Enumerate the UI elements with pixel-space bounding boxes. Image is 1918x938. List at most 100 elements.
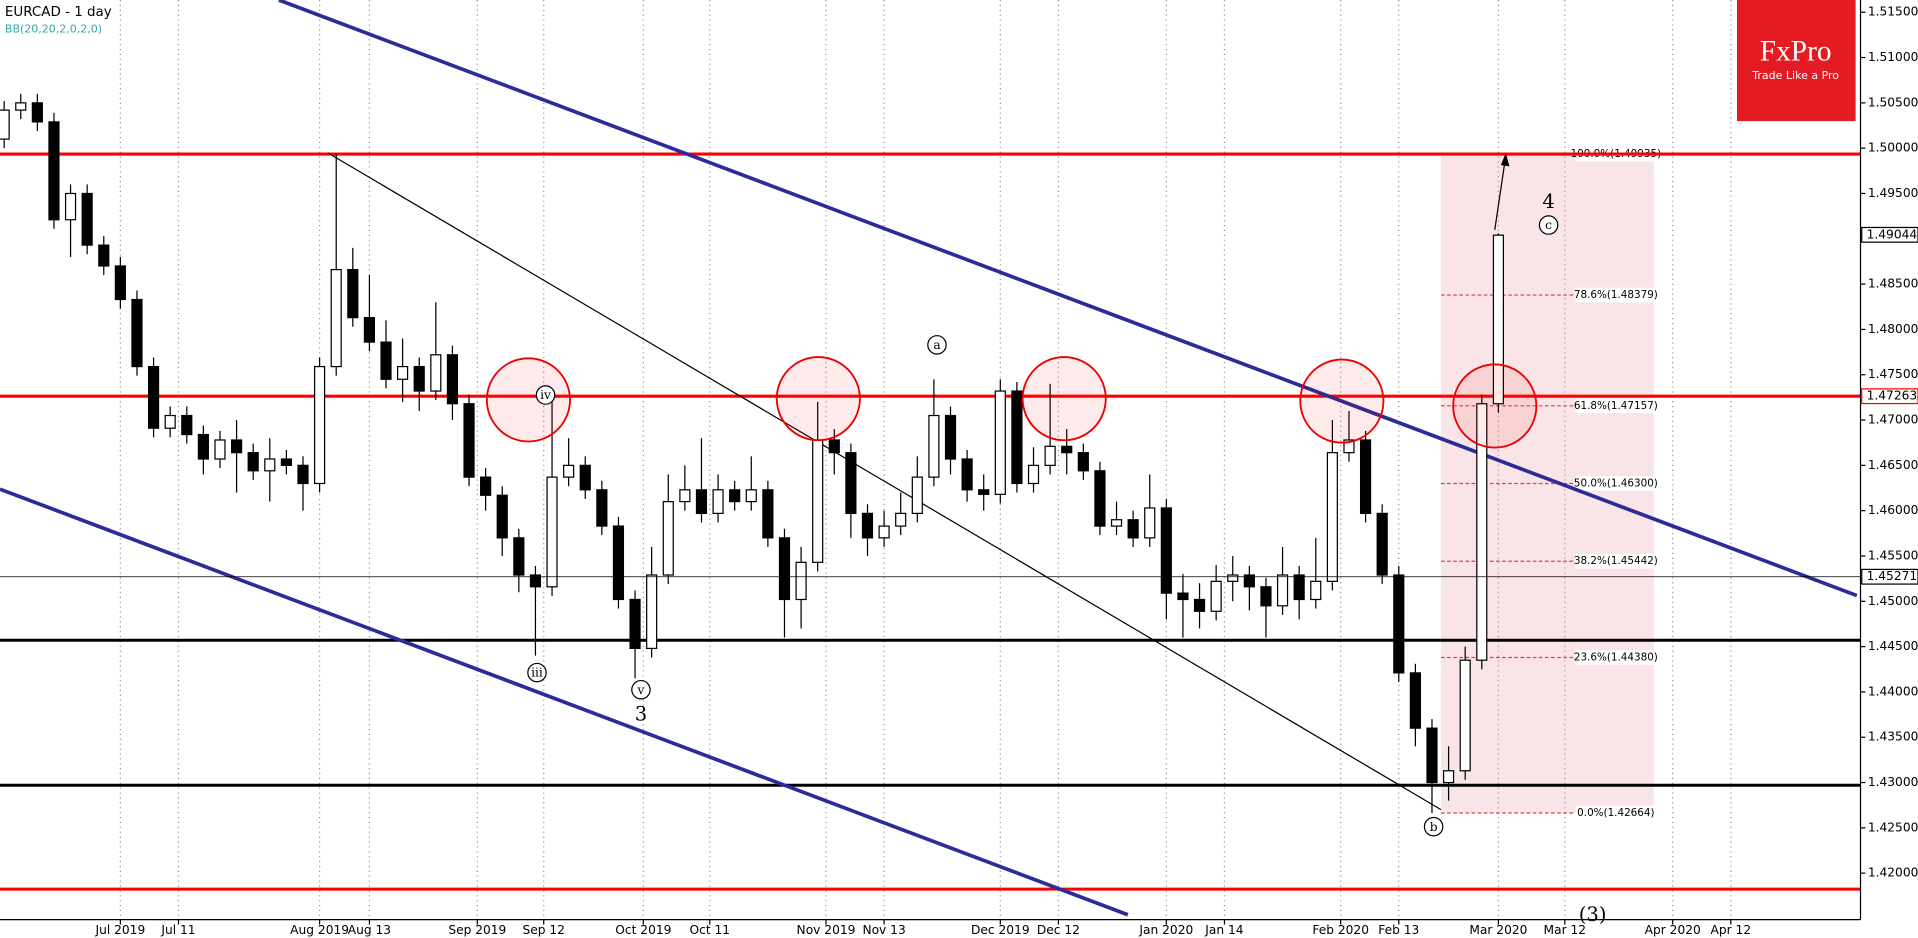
wave-circle: [631, 679, 651, 700]
x-tick-label: Dec 2019: [971, 923, 1030, 937]
y-tick-label: 1.51000: [1868, 50, 1918, 64]
candle-body: [546, 476, 558, 588]
candle-body: [247, 452, 259, 472]
x-tick-label: Feb 2020: [1312, 923, 1369, 937]
y-tick-label: 1.45500: [1868, 548, 1918, 562]
y-tick-label: 1.47000: [1868, 413, 1918, 427]
x-tick-label: Mar 2020: [1469, 923, 1527, 937]
fibonacci: 100.0%(1.49935)78.6%(1.48379)61.8%(1.471…: [1440, 146, 1661, 821]
x-tick-label: Oct 11: [689, 923, 730, 937]
x-tick-label: Nov 2019: [797, 923, 856, 937]
candle-body: [15, 102, 27, 111]
x-tick-label: Jul 2019: [94, 923, 145, 937]
candle-body: [1326, 452, 1338, 582]
candle-body: [1393, 574, 1405, 674]
wave-label: b: [1430, 820, 1438, 834]
candle-body: [197, 433, 209, 460]
wave-label: iv: [540, 388, 551, 402]
y-tick-label: 1.50500: [1868, 95, 1918, 109]
wave-label: iii: [531, 666, 543, 680]
candle-body: [1293, 574, 1305, 601]
highlight-circle: [1452, 363, 1538, 449]
arrow-line: [1494, 163, 1506, 231]
indicator-label: BB(20,20,2,0,2,0): [5, 22, 102, 35]
channel-lower: [0, 487, 1129, 917]
candle-body: [496, 494, 508, 539]
x-tick-label: Jul 11: [160, 923, 195, 937]
candle-body: [845, 452, 857, 514]
candle-body: [1359, 439, 1372, 514]
candle-body: [812, 439, 824, 563]
candle-body: [1044, 445, 1056, 466]
x-tick-label: Jan 2020: [1138, 923, 1193, 937]
candles: [0, 93, 1504, 813]
fib-label-box: [1575, 287, 1657, 303]
highlight-circle: [1299, 358, 1385, 444]
candle-body: [446, 354, 459, 405]
candle-body: [1260, 586, 1272, 607]
candle-body: [828, 439, 840, 454]
candle-body: [729, 489, 741, 503]
candle-body: [131, 298, 143, 368]
candle-body: [745, 489, 757, 503]
fib-label: 23.6%(1.44380): [1574, 651, 1658, 663]
price-tag-label: 1.45271: [1867, 569, 1918, 583]
candle-body: [1310, 580, 1322, 601]
candle-body: [1077, 452, 1089, 472]
logo-box: [1736, 0, 1856, 122]
x-tick-label: Sep 2019: [448, 923, 506, 937]
arrow-head: [1500, 152, 1510, 167]
candle-body: [380, 341, 392, 380]
y-tick-label: 1.48000: [1868, 322, 1918, 336]
y-tick-label: 1.43000: [1868, 775, 1918, 789]
fib-label: 50.0%(1.46300): [1574, 477, 1658, 489]
candle-body: [1492, 234, 1504, 405]
candle-body: [413, 365, 425, 392]
y-tick-label: 1.44000: [1868, 684, 1918, 698]
candle-body: [297, 464, 309, 485]
candle-body: [911, 476, 923, 514]
candle-body: [978, 489, 990, 495]
fib-label-box: [1575, 553, 1657, 569]
candle-body: [579, 464, 591, 491]
candle-body: [928, 414, 940, 478]
wave-label: 4: [1542, 190, 1554, 213]
x-tick-label: Oct 2019: [615, 923, 671, 937]
trend-lines: [0, 0, 1858, 917]
candle-body: [480, 476, 492, 496]
candle-body: [513, 537, 525, 576]
candle-body: [629, 598, 641, 650]
y-tick-label: 1.46500: [1868, 458, 1918, 472]
y-tick-label: 1.47500: [1868, 367, 1918, 381]
y-tick-label: 1.51500: [1868, 5, 1918, 19]
candle-body: [330, 268, 342, 368]
candle-body: [1144, 507, 1156, 539]
x-tick-label: Dec 12: [1037, 923, 1080, 937]
candle-body: [1127, 519, 1139, 539]
candle-body: [147, 365, 160, 429]
x-tick-label: Mar 12: [1544, 923, 1587, 937]
candle-body: [397, 365, 409, 380]
logo: FxPro Trade Like a Pro: [1736, 0, 1856, 122]
candle-body: [81, 192, 93, 246]
highlight-circle: [485, 357, 571, 443]
candle-body: [944, 414, 957, 460]
price-tag: [1861, 226, 1918, 243]
candle-body: [1061, 445, 1073, 454]
candle-body: [895, 512, 907, 527]
channel-upper: [278, 0, 1858, 598]
candle-body: [64, 192, 77, 221]
candle-body: [363, 317, 376, 343]
candle-body: [1027, 464, 1040, 485]
logo-name: FxPro: [1760, 36, 1832, 68]
y-tick-label: 1.43500: [1868, 730, 1918, 744]
candle-body: [695, 489, 708, 514]
fib-label: 38.2%(1.45442): [1574, 555, 1658, 567]
levels: [0, 152, 1861, 891]
candle-body: [430, 354, 442, 392]
x-tick-label: Apr 2020: [1645, 923, 1701, 937]
candle-body: [1343, 439, 1355, 454]
